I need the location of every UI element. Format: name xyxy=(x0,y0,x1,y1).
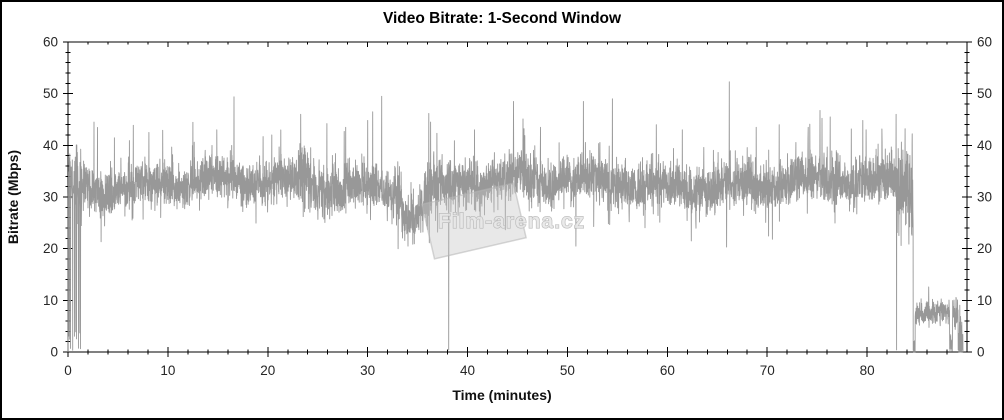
x-tick-label: 80 xyxy=(860,363,875,378)
y-tick-label-left: 50 xyxy=(43,86,58,101)
y-tick-label-right: 50 xyxy=(977,86,992,101)
axis-ticks xyxy=(63,41,972,357)
chart-title: Video Bitrate: 1-Second Window xyxy=(383,10,622,27)
y-tick-label-right: 0 xyxy=(977,345,985,360)
y-tick-label-left: 0 xyxy=(50,345,58,360)
x-tick-label: 70 xyxy=(760,363,775,378)
y-tick-label-left: 10 xyxy=(43,293,58,308)
y-tick-label-right: 10 xyxy=(977,293,992,308)
x-tick-label: 10 xyxy=(160,363,175,378)
x-tick-label: 50 xyxy=(560,363,575,378)
x-tick-label: 0 xyxy=(64,363,72,378)
x-tick-label: 60 xyxy=(660,363,675,378)
watermark-text: Film-arena.cz xyxy=(438,210,585,233)
y-tick-label-right: 30 xyxy=(977,190,992,205)
watermark-shape xyxy=(421,182,527,260)
x-tick-label: 20 xyxy=(260,363,275,378)
y-tick-label-left: 60 xyxy=(43,35,58,50)
x-axis-label: Time (minutes) xyxy=(452,387,551,403)
y-tick-label-right: 20 xyxy=(977,241,992,256)
y-tick-label-right: 60 xyxy=(977,35,992,50)
y-axis-label: Bitrate (Mbps) xyxy=(5,150,21,244)
y-tick-label-left: 20 xyxy=(43,241,58,256)
x-tick-label: 40 xyxy=(460,363,475,378)
x-tick-label: 30 xyxy=(360,363,375,378)
bitrate-line xyxy=(67,81,964,353)
y-tick-label-right: 40 xyxy=(977,138,992,153)
y-tick-label-left: 30 xyxy=(43,190,58,205)
y-tick-label-left: 40 xyxy=(43,138,58,153)
